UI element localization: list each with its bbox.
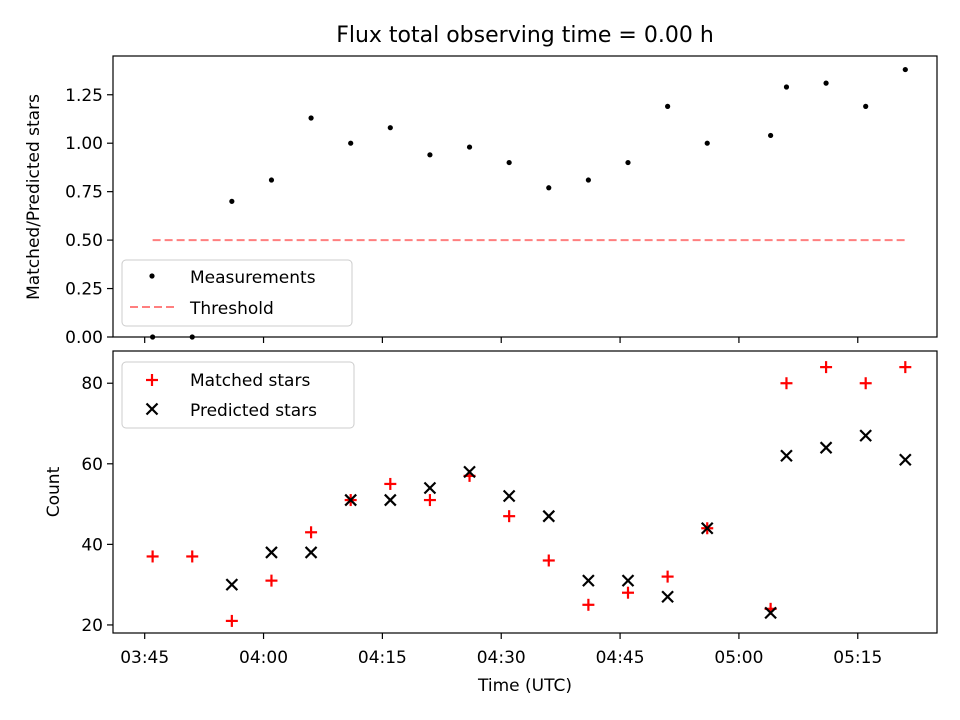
predicted-star-point <box>582 574 595 587</box>
legend-predicted-label: Predicted stars <box>190 401 317 421</box>
xtick-label: 03:45 <box>120 648 169 668</box>
xtick-label: 05:15 <box>833 648 882 668</box>
bottom-axes-frame <box>112 350 938 634</box>
measurement-point <box>585 177 591 183</box>
predicted-star-point <box>265 546 278 559</box>
matched-star-point <box>305 526 318 539</box>
predicted-star-point <box>304 546 318 559</box>
matched-star-point <box>622 586 634 599</box>
predicted-star-point <box>819 441 833 454</box>
measurement-point <box>546 185 552 191</box>
chart-title: Flux total observing time = 0.00 h <box>336 23 714 48</box>
matched-star-point <box>542 554 555 567</box>
measurement-point <box>665 103 671 109</box>
measurement-point <box>704 140 710 146</box>
matched-star-point <box>820 361 833 374</box>
matched-star-point <box>423 494 436 507</box>
legend-measurements-label: Measurements <box>190 268 316 288</box>
predicted-star-point <box>344 493 357 507</box>
bottom-ytick-label: 60 <box>81 455 103 475</box>
xtick-label: 04:15 <box>358 648 407 668</box>
measurement-point <box>229 198 235 204</box>
xtick-label: 05:00 <box>714 648 763 668</box>
matched-star-point <box>859 377 872 390</box>
predicted-star-point <box>463 465 476 479</box>
top-ytick-label: 0.25 <box>65 280 103 300</box>
predicted-star-point <box>859 429 872 442</box>
bottom-plot-area <box>146 361 912 627</box>
predicted-star-point <box>621 574 635 587</box>
top-ytick-label: 1.00 <box>65 134 103 154</box>
measurement-point <box>768 132 774 139</box>
top-axes-frame <box>112 55 938 338</box>
measurement-point <box>783 84 790 90</box>
top-y-ticks: 0.00 0.25 0.50 0.75 1.00 1.25 <box>65 86 113 348</box>
matched-star-point <box>384 477 397 490</box>
measurement-point <box>625 159 631 166</box>
bottom-ytick-label: 80 <box>81 374 103 394</box>
predicted-star-point <box>700 521 714 535</box>
measurement-point <box>902 66 908 73</box>
matched-star-point <box>146 550 159 563</box>
measurement-point <box>387 125 393 131</box>
legend-measurements-marker <box>149 273 155 279</box>
measurement-point <box>823 80 829 86</box>
top-ytick-label: 0.00 <box>65 328 103 348</box>
legend-matched-marker <box>146 374 158 386</box>
predicted-star-point <box>780 449 793 463</box>
xtick-label: 04:45 <box>596 648 645 668</box>
measurement-point <box>268 177 275 183</box>
bottom-x-ticks: 03:45 04:00 04:15 04:30 04:45 05:00 05:15 <box>120 633 882 668</box>
bottom-y-axis-label: Count <box>44 466 64 517</box>
bottom-legend: Matched stars Predicted stars <box>121 361 355 429</box>
xtick-label: 04:00 <box>239 648 288 668</box>
top-ytick-label: 1.25 <box>65 86 103 106</box>
matched-star-point <box>225 614 238 627</box>
matched-star-point <box>265 574 278 587</box>
legend-threshold-label: Threshold <box>189 299 274 319</box>
measurement-point <box>348 140 354 146</box>
top-x-ticks <box>144 337 859 343</box>
measurement-point <box>427 152 433 158</box>
top-ytick-label: 0.50 <box>65 231 103 251</box>
predicted-star-point <box>225 578 239 591</box>
matched-star-point <box>582 598 595 611</box>
bottom-y-ticks: 20 40 60 80 <box>81 374 113 636</box>
legend-predicted-marker <box>145 402 159 416</box>
predicted-star-point <box>384 493 397 507</box>
predicted-star-point <box>423 481 437 495</box>
predicted-star-point <box>764 606 777 620</box>
measurement-point <box>506 159 512 166</box>
x-axis-label: Time (UTC) <box>477 676 572 696</box>
predicted-star-point <box>661 590 674 604</box>
predicted-star-point <box>899 453 912 467</box>
xtick-label: 04:30 <box>477 648 526 668</box>
predicted-star-point <box>502 489 516 503</box>
legend-matched-label: Matched stars <box>190 371 310 391</box>
top-legend: Measurements Threshold <box>121 259 353 327</box>
top-y-axis-label: Matched/Predicted stars <box>24 94 44 300</box>
top-ytick-label: 0.75 <box>65 183 103 203</box>
measurement-point <box>308 115 314 121</box>
bottom-ytick-label: 40 <box>81 535 103 555</box>
bottom-ytick-label: 20 <box>81 616 103 636</box>
top-plot-area <box>150 66 908 340</box>
predicted-star-point <box>542 509 556 523</box>
top-panel: 0.00 0.25 0.50 0.75 1.00 1.25 Matched/Predict… <box>24 55 938 348</box>
matched-star-point <box>186 550 199 563</box>
matched-star-point <box>780 377 793 390</box>
matched-star-point <box>661 570 674 583</box>
matched-star-point <box>503 510 516 523</box>
measurement-point <box>466 144 473 150</box>
measurement-point <box>863 103 869 109</box>
matched-star-point <box>899 361 912 374</box>
